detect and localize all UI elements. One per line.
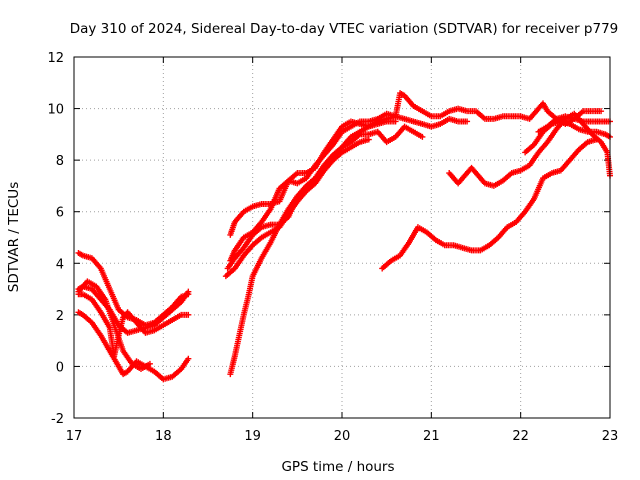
data-point: [598, 108, 605, 115]
data-point: [419, 133, 426, 140]
y-tick-label: 6: [56, 206, 64, 221]
plot-frame: [73, 56, 611, 419]
y-tick-label: 2: [56, 309, 64, 324]
data-point: [392, 118, 399, 125]
data-point: [185, 288, 192, 295]
data-marks: [75, 90, 613, 383]
x-tick-label: 22: [512, 429, 529, 444]
x-tick-label: 17: [66, 429, 83, 444]
x-tick-label: 20: [334, 429, 351, 444]
series-segment-4: [379, 136, 600, 272]
series-segment-1-e: [75, 278, 153, 373]
y-tick-label: 12: [47, 51, 64, 66]
y-tick-label: 8: [56, 154, 64, 169]
x-axis-label: GPS time / hours: [281, 459, 394, 475]
y-tick-label: 10: [47, 103, 64, 118]
y-axis-label: SDTVAR / TECUs: [6, 182, 22, 292]
series-segment-2-e: [227, 118, 399, 378]
series-segment-3-c: [535, 113, 613, 135]
data-point: [146, 360, 153, 367]
y-tick-label: 4: [56, 257, 64, 272]
chart-title: Day 310 of 2024, Sidereal Day-to-day VTE…: [70, 21, 619, 37]
grid-lines: [74, 57, 610, 418]
x-tick-label: 23: [602, 429, 619, 444]
data-point: [185, 311, 192, 318]
series-segment-2-c: [224, 123, 426, 272]
data-point: [365, 136, 372, 143]
y-tick-label: -2: [51, 412, 64, 427]
x-tick-label: 21: [423, 429, 440, 444]
data-point: [185, 355, 192, 362]
axis-ticks: 17 18 19 20 21 22 23 -2 0 2 4 6 8 10 12: [47, 51, 618, 444]
series-segment-1-d: [75, 309, 192, 383]
x-tick-label: 19: [244, 429, 261, 444]
y-tick-label: 0: [56, 360, 64, 375]
data-point: [593, 136, 600, 143]
x-tick-label: 18: [155, 429, 172, 444]
data-point: [464, 118, 471, 125]
